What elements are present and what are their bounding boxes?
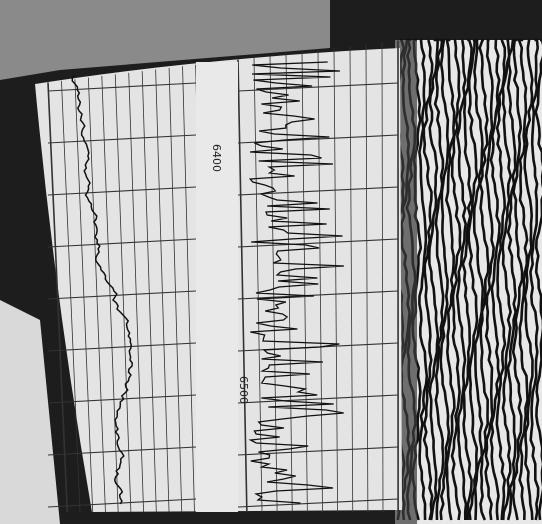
grid-horizontal [237, 498, 399, 508]
grid-vertical [155, 69, 170, 513]
seismic-trace [523, 38, 534, 521]
resistivity-curve [71, 74, 133, 505]
seismic-trace [534, 38, 542, 521]
seismic-trace [495, 38, 507, 521]
grid-vertical [114, 74, 132, 513]
seismic-trace [489, 38, 501, 521]
grid-vertical [333, 48, 339, 513]
grid-horizontal [47, 238, 197, 248]
seismic-trace [411, 38, 423, 521]
grid-vertical [101, 75, 119, 513]
grid-horizontal [47, 446, 197, 456]
seismic-trace [450, 38, 462, 521]
grid-horizontal [47, 498, 197, 508]
seismic-trace [418, 38, 429, 521]
seismic-trace [461, 38, 473, 521]
grid-vertical [168, 67, 183, 513]
grid-horizontal [47, 290, 197, 300]
grid-horizontal [237, 238, 399, 248]
seismic-trace [511, 38, 524, 521]
back-paper [0, 0, 330, 80]
grid-vertical [253, 57, 263, 513]
grid-horizontal [47, 134, 197, 144]
grid-horizontal [47, 82, 197, 92]
lower-left-paper [0, 300, 60, 524]
seismic-trace [478, 38, 490, 521]
seismic-trace [529, 38, 540, 521]
depth-label: 6500 [237, 376, 250, 404]
grid-horizontal [47, 394, 197, 404]
grid-vertical [61, 80, 81, 513]
seismic-trace [422, 38, 434, 521]
log-curves [71, 61, 344, 505]
grid-vertical [285, 53, 293, 513]
depth-label: 6400 [210, 144, 223, 172]
sonic-curve [248, 61, 344, 504]
grid-vertical [128, 72, 144, 513]
grid-vertical [74, 79, 94, 513]
grid-horizontal [237, 82, 399, 92]
grid-horizontal [237, 394, 399, 404]
seismic-trace [517, 38, 529, 521]
grid-vertical [301, 51, 308, 513]
grid-horizontal [237, 290, 399, 300]
seismic-trace [472, 38, 485, 521]
grid-vertical [381, 42, 384, 513]
seismic-trace [427, 38, 440, 521]
seismic-trace [455, 38, 468, 521]
grid-vertical [365, 44, 369, 513]
seismic-trace [484, 38, 496, 521]
seismic-section [395, 38, 542, 524]
grid-vertical [141, 71, 157, 513]
grid-vertical [182, 66, 195, 513]
grid-vertical [47, 82, 69, 513]
grid-horizontal [47, 342, 197, 352]
seismic-trace [506, 38, 518, 521]
seismic-trace [444, 38, 456, 521]
seismic-trace [501, 38, 513, 521]
grid-vertical [349, 46, 354, 513]
grid-horizontal [47, 186, 197, 196]
seismic-trace [439, 38, 451, 521]
seismic-trace [467, 38, 479, 521]
seismic-trace [433, 38, 445, 521]
grid-vertical [87, 77, 106, 513]
grid-vertical [317, 50, 323, 513]
depth-track [196, 62, 238, 512]
grid-vertical [237, 59, 248, 513]
